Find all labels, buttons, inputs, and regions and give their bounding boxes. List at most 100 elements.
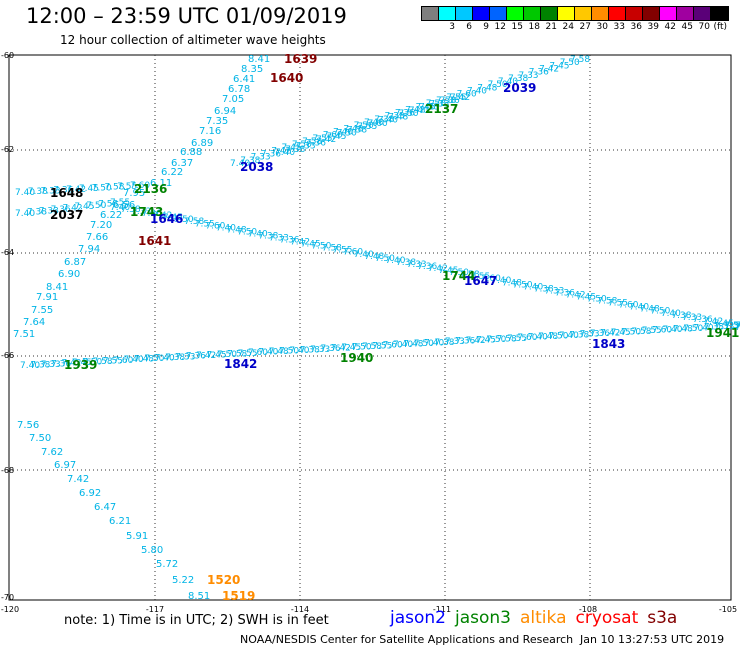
satellite-legend-s3a: s3a [647,608,678,628]
swh-value: 7.55 [103,356,123,366]
swh-value: 7.58 [497,334,517,344]
swh-value: 7.60 [130,181,150,191]
swh-value: 6.47 [94,502,116,513]
page-subtitle: 12 hour collection of altimeter wave hei… [60,33,326,47]
swh-value: 7.36 [417,262,437,272]
time-label: 2137 [425,102,458,116]
swh-value: 7.55 [507,334,527,344]
swh-value: 7.38 [121,205,141,215]
color-swatch [507,7,524,20]
swh-value: 7.48 [134,355,154,365]
swh-value: 6.89 [191,138,213,149]
swh-value: 7.20 [90,220,112,231]
color-swatch [677,7,694,20]
swh-value: 7.50 [399,109,419,119]
color-swatch [694,7,711,20]
swh-value: 7.58 [93,357,113,367]
swh-value: 7.48 [343,124,363,134]
swh-value: 7.40 [559,331,579,341]
color-swatch [660,7,677,20]
swh-value: 7.55 [110,198,130,208]
swh-value: 7.42 [152,211,172,221]
swh-value: 6.21 [109,516,131,527]
swh-value: 7.42 [316,135,336,145]
swh-value: 7.33 [296,142,316,152]
page-title: 12:00 – 23:59 UTC 01/09/2019 [26,4,347,28]
swh-value: 7.58 [436,96,456,106]
time-label: 1648 [50,186,83,200]
swh-value: 7.42 [466,336,486,346]
satellite-legend-altika: altika [520,608,567,628]
swh-value: 7.58 [322,244,342,254]
swh-value: 7.45 [282,143,302,153]
lon-label: -114 [291,605,309,614]
swh-value: 7.40 [216,223,236,233]
swh-value: 7.50 [426,99,446,109]
swh-value: 7.40 [662,325,682,335]
swh-value: 7.45 [79,184,99,194]
swh-value: 7.42 [428,264,448,274]
swh-value: 6.90 [58,269,80,280]
swh-value: 7.40 [333,127,353,137]
swh-value: 7.33 [175,352,195,362]
swh-value: 7.55 [470,272,490,282]
swh-value: 7.50 [217,350,237,360]
swh-value: 7.33 [131,207,151,217]
swh-value: 7.95 [123,188,145,199]
swh-value: 7.40 [248,229,268,239]
swh-value: 7.38 [419,103,439,113]
swh-value: 7.40 [498,77,518,87]
time-label: 1647 [464,274,497,288]
time-label: 1646 [150,212,183,226]
swh-value: 5.91 [126,531,148,542]
swh-value: 5.72 [156,559,178,570]
swh-value: 7.40 [364,118,384,128]
swh-value: 7.58 [98,199,118,209]
swh-value: 7.36 [529,68,549,78]
swh-value: 7.50 [86,201,106,211]
color-swatch [575,7,592,20]
swh-value: 7.58 [570,55,590,65]
color-scale-label: 12 [494,22,506,32]
swh-value: 7.50 [375,254,395,264]
swh-value: 7.55 [31,305,53,316]
swh-value: 7.48 [477,83,497,93]
swh-value: 7.55 [446,93,466,103]
swh-value: 7.36 [555,288,575,298]
satellite-legend-jason3: jason3 [455,608,511,628]
swh-value: 7.40 [230,159,250,169]
swh-value: 7.40 [155,353,175,363]
swh-value: 7.50 [621,327,641,337]
swh-value: 7.50 [354,121,374,131]
swh-value: 7.42 [271,146,291,156]
color-scale-label: 3 [449,22,455,32]
swh-value: 7.60 [618,301,638,311]
swh-value: 7.40 [523,282,543,292]
swh-value: 7.94 [78,244,100,255]
color-swatch [626,7,643,20]
swh-value: 7.38 [240,156,260,166]
time-label: 1843 [592,337,625,351]
swh-value: 7.38 [374,115,394,125]
swh-value: 7.33 [682,313,702,323]
color-swatch [541,7,558,20]
swh-value: 7.36 [440,96,460,106]
swh-value: 7.55 [608,299,628,309]
swh-value: 7.40 [424,338,444,348]
swh-value: 7.48 [227,225,247,235]
swh-value: 7.36 [51,359,71,369]
swh-value: 7.50 [92,183,112,193]
color-scale-label: 6 [466,22,472,32]
swh-value: 7.38 [30,360,50,370]
swh-value: 7.58 [362,342,382,352]
swh-value: 7.40 [629,303,649,313]
swh-value: 7.56 [17,420,39,431]
color-swatch [422,7,439,20]
swh-value: 7.38 [396,258,416,268]
swh-value: 7.33 [41,360,61,370]
swh-value: 7.58 [597,297,617,307]
swh-value: 7.58 [302,137,322,147]
swh-value: 7.66 [86,232,108,243]
time-label: 1743 [130,205,163,219]
swh-value: 7.38 [27,208,47,218]
